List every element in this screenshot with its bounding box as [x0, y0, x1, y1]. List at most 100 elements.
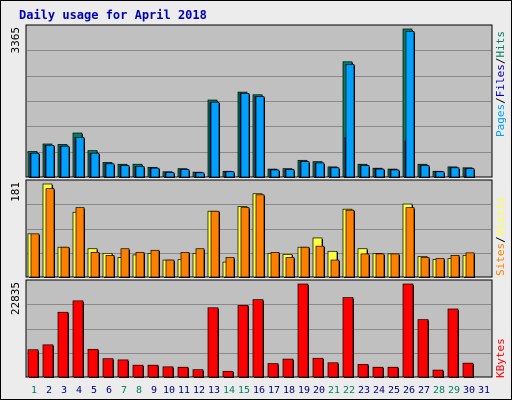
sites-bar — [360, 253, 370, 278]
kbytes-bar — [387, 366, 399, 378]
sites-bar — [300, 246, 310, 278]
kbytes-bar — [27, 349, 39, 378]
sites-bar — [165, 259, 175, 278]
pages-bar — [315, 162, 325, 178]
pages-bar — [225, 171, 235, 178]
kbytes-bar — [57, 311, 69, 378]
max-label-sites: 181 — [9, 182, 22, 202]
max-label-kbytes: 22835 — [9, 282, 22, 315]
x-tick-label: 29 — [448, 385, 460, 396]
pages-bar — [60, 145, 70, 178]
kbytes-bar — [237, 304, 249, 378]
legend-item: Files — [494, 64, 507, 97]
sites-bar — [255, 194, 265, 278]
legend-item: Pages — [494, 104, 507, 137]
chart-title: Daily usage for April 2018 — [19, 8, 207, 22]
x-tick-label: 30 — [463, 385, 475, 396]
pages-bar — [450, 167, 460, 178]
legend-item: Hits — [494, 31, 507, 58]
kbytes-bar — [312, 357, 324, 378]
legend-item: Sites — [494, 243, 507, 276]
kbytes-bar — [222, 370, 234, 378]
kbytes-bar — [72, 300, 84, 378]
sites-bar — [240, 207, 250, 278]
kbytes-bar — [162, 366, 174, 378]
x-tick-label: 23 — [358, 385, 370, 396]
x-tick-label: 6 — [106, 385, 112, 396]
legend-kbytes: KBytes — [494, 338, 507, 378]
pages-bar — [90, 152, 100, 178]
pages-bar — [270, 169, 280, 178]
kbytes-bar — [327, 362, 339, 378]
x-tick-label: 31 — [478, 385, 490, 396]
sites-bar — [465, 252, 475, 278]
legend-separator: / — [494, 58, 507, 65]
pages-bar — [30, 152, 40, 178]
x-tick-label: 2 — [46, 385, 52, 396]
pages-bar — [150, 167, 160, 178]
sites-bar — [150, 249, 160, 278]
sites-bar — [210, 210, 220, 278]
kbytes-bar — [372, 366, 384, 378]
x-tick-label: 7 — [121, 385, 127, 396]
pages-bar — [360, 165, 370, 178]
kbytes-bar — [357, 364, 369, 378]
legend-sites-visits: Sites/Visits — [494, 197, 507, 277]
sites-bar — [105, 255, 115, 278]
sites-bar — [435, 258, 445, 278]
x-tick-label: 26 — [403, 385, 415, 396]
pages-bar — [375, 168, 385, 178]
sites-bar — [345, 209, 355, 278]
x-tick-label: 19 — [298, 385, 310, 396]
x-tick-label: 18 — [283, 385, 295, 396]
x-tick-label: 28 — [433, 385, 445, 396]
pages-bar — [300, 161, 310, 178]
kbytes-bar — [87, 348, 99, 378]
sites-bar — [45, 188, 55, 278]
pages-bar — [345, 64, 355, 178]
sites-bar — [405, 207, 415, 278]
x-tick-label: 5 — [91, 385, 97, 396]
pages-bar — [330, 167, 340, 178]
sites-bar — [120, 248, 130, 278]
x-tick-label: 8 — [136, 385, 142, 396]
kbytes-bar — [447, 308, 459, 378]
x-tick-label: 17 — [268, 385, 280, 396]
pages-bar — [435, 171, 445, 178]
x-tick-label: 24 — [373, 385, 385, 396]
x-tick-label: 10 — [163, 385, 175, 396]
kbytes-bar — [147, 364, 159, 378]
sites-bar — [330, 259, 340, 278]
sites-bar — [420, 257, 430, 278]
kbytes-bar — [432, 369, 444, 378]
x-tick-label: 15 — [238, 385, 250, 396]
sites-bar — [450, 255, 460, 278]
x-tick-label: 25 — [388, 385, 400, 396]
legend-item: Visits — [494, 197, 507, 237]
kbytes-bar — [282, 358, 294, 378]
x-tick-label: 13 — [208, 385, 220, 396]
sites-bar — [195, 248, 205, 278]
pages-bar — [255, 96, 265, 178]
x-tick-label: 16 — [253, 385, 265, 396]
kbytes-bar — [462, 362, 474, 378]
x-tick-label: 3 — [61, 385, 67, 396]
pages-bar — [165, 172, 175, 178]
pages-bar — [180, 169, 190, 178]
kbytes-bar — [417, 319, 429, 378]
kbytes-bar — [177, 366, 189, 378]
pages-bar — [420, 165, 430, 178]
kbytes-bar — [252, 299, 264, 378]
x-tick-label: 11 — [178, 385, 190, 396]
sites-bar — [270, 251, 280, 278]
sites-bar — [315, 245, 325, 278]
sites-bar — [75, 207, 85, 278]
kbytes-bar — [192, 369, 204, 378]
kbytes-bar — [117, 359, 129, 378]
x-tick-label: 1 — [31, 385, 37, 396]
pages-bar — [465, 168, 475, 178]
kbytes-bar — [207, 307, 219, 378]
kbytes-bar — [342, 297, 354, 378]
x-tick-label: 27 — [418, 385, 430, 396]
